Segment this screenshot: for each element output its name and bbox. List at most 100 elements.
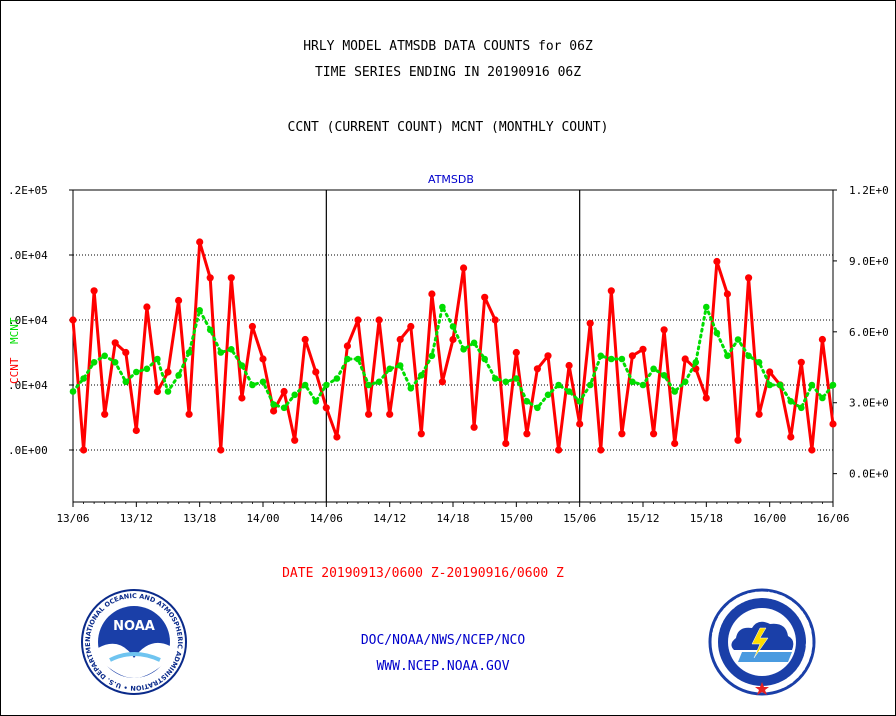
data-point-ccnt	[618, 430, 626, 438]
data-point-mcnt	[629, 378, 636, 386]
data-point-ccnt	[713, 257, 721, 266]
data-point-ccnt	[502, 439, 510, 448]
data-point-mcnt	[333, 375, 341, 382]
data-point-mcnt	[460, 346, 467, 353]
data-point-mcnt	[90, 359, 98, 366]
data-point-ccnt	[291, 436, 299, 444]
x-tick-label: 13/06	[56, 512, 89, 525]
data-point-ccnt	[460, 264, 468, 272]
data-point-mcnt	[513, 375, 520, 382]
plot-frame	[72, 189, 834, 503]
data-point-ccnt	[111, 339, 119, 347]
data-point-ccnt	[481, 293, 489, 301]
data-point-mcnt	[692, 359, 700, 366]
data-point-mcnt	[470, 339, 478, 347]
data-point-mcnt	[185, 349, 193, 356]
website-label: WWW.NCEP.NOAA.GOV	[376, 659, 510, 674]
data-point-mcnt	[375, 378, 383, 386]
data-point-mcnt	[418, 372, 425, 379]
data-point-mcnt	[217, 349, 225, 356]
data-point-mcnt	[407, 385, 415, 392]
data-point-mcnt	[259, 378, 267, 386]
data-point-ccnt	[375, 316, 383, 324]
data-point-ccnt	[586, 319, 594, 327]
data-point-ccnt	[607, 287, 615, 295]
data-point-ccnt	[734, 436, 742, 444]
data-point-ccnt	[322, 404, 330, 412]
data-point-mcnt	[544, 391, 552, 399]
data-point-mcnt	[776, 381, 784, 389]
data-point-ccnt	[143, 303, 151, 311]
data-point-mcnt	[502, 378, 510, 386]
data-point-ccnt	[576, 420, 584, 428]
data-point-mcnt	[101, 352, 108, 360]
data-point-mcnt	[681, 378, 689, 386]
data-point-mcnt	[724, 352, 731, 360]
data-point-ccnt	[164, 368, 172, 376]
data-point-ccnt	[787, 433, 795, 441]
data-point-ccnt	[407, 322, 415, 331]
data-point-ccnt	[755, 410, 763, 418]
data-point-mcnt	[143, 365, 151, 373]
data-point-ccnt	[533, 365, 542, 373]
data-point-mcnt	[608, 355, 615, 363]
data-point-ccnt	[417, 430, 425, 438]
x-tick-label: 14/18	[436, 512, 469, 525]
data-point-ccnt	[386, 410, 394, 418]
data-point-mcnt	[270, 401, 277, 408]
right-tick-label: 6.0E+0	[849, 326, 889, 339]
data-point-mcnt	[238, 362, 246, 369]
data-point-mcnt	[291, 391, 299, 399]
data-point-mcnt	[534, 404, 541, 412]
left-tick-label: .2E+05	[8, 184, 48, 197]
data-point-mcnt	[745, 352, 752, 360]
data-point-ccnt	[523, 430, 531, 438]
data-point-ccnt	[491, 316, 499, 324]
data-point-mcnt	[206, 326, 214, 334]
x-tick-label: 16/06	[816, 512, 849, 525]
data-point-ccnt	[597, 446, 605, 454]
data-point-ccnt	[396, 335, 404, 344]
data-point-mcnt	[111, 359, 119, 366]
x-tick-label: 15/18	[690, 512, 723, 525]
data-point-mcnt	[439, 303, 446, 311]
data-point-mcnt	[597, 352, 605, 360]
data-point-mcnt	[133, 368, 140, 376]
data-point-ccnt	[69, 316, 77, 324]
data-point-mcnt	[280, 404, 288, 412]
data-point-mcnt	[69, 388, 77, 395]
x-tick-label: 13/12	[120, 512, 153, 525]
data-point-mcnt	[555, 381, 562, 389]
data-point-mcnt	[312, 398, 320, 405]
data-point-ccnt	[702, 394, 710, 402]
data-point-ccnt	[90, 287, 98, 295]
y-axis-label-ccnt: CCNT	[8, 357, 21, 384]
data-point-mcnt	[396, 362, 404, 369]
data-point-ccnt	[808, 446, 816, 454]
left-tick-label: .0E+04	[8, 379, 48, 392]
chart-title: ATMSDB	[428, 173, 474, 186]
x-tick-label: 13/18	[183, 512, 216, 525]
data-point-ccnt	[312, 368, 320, 376]
nws-logo-icon: NATIONAL WEATHER SERVICE	[708, 588, 816, 696]
data-point-ccnt	[797, 358, 805, 366]
data-point-mcnt	[365, 381, 372, 389]
data-point-ccnt	[660, 326, 668, 334]
data-point-mcnt	[428, 352, 436, 360]
data-point-mcnt	[323, 381, 330, 389]
data-point-mcnt	[122, 378, 130, 386]
data-point-ccnt	[354, 316, 362, 324]
right-tick-label: 3.0E+0	[849, 397, 889, 410]
data-point-mcnt	[80, 375, 87, 382]
data-point-mcnt	[650, 365, 657, 373]
noaa-logo-text: NOAA	[113, 619, 155, 634]
data-point-ccnt	[829, 420, 837, 428]
data-point-ccnt	[681, 355, 689, 363]
data-point-ccnt	[301, 335, 309, 344]
data-point-ccnt	[438, 378, 446, 386]
header-line-1: HRLY MODEL ATMSDB DATA COUNTS for 06Z	[303, 39, 593, 54]
data-point-ccnt	[428, 290, 436, 298]
data-point-ccnt	[671, 439, 679, 448]
data-point-ccnt	[555, 446, 563, 454]
